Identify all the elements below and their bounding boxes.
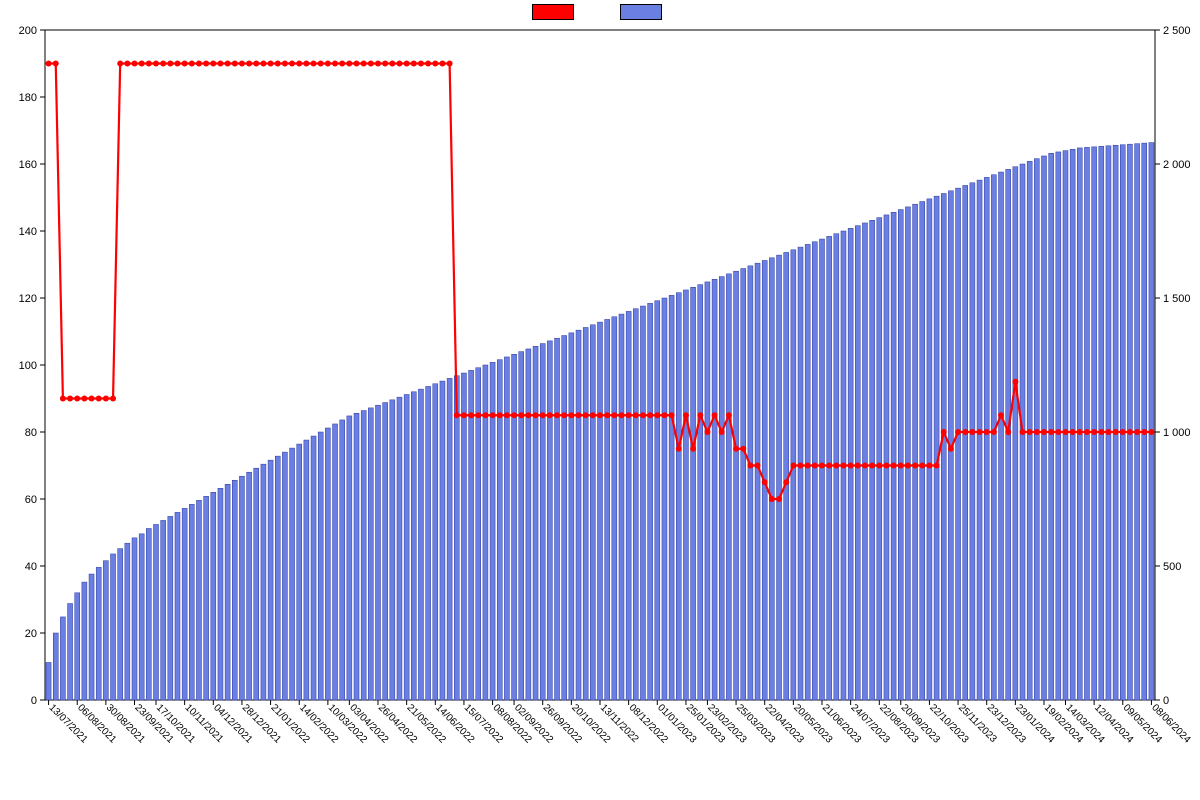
legend-item-bar (620, 4, 668, 20)
svg-text:2 000: 2 000 (1163, 159, 1191, 171)
svg-text:100: 100 (19, 360, 37, 372)
legend (0, 4, 1200, 20)
svg-text:500: 500 (1163, 561, 1181, 573)
svg-text:200: 200 (19, 25, 37, 37)
chart-container: 0 20 40 60 80 100 120 140 160 180 200 0 500 1 000 1 50… (0, 0, 1200, 800)
svg-text:60: 60 (25, 494, 37, 506)
svg-text:20: 20 (25, 628, 37, 640)
svg-text:2 500: 2 500 (1163, 25, 1191, 37)
svg-text:180: 180 (19, 92, 37, 104)
svg-text:80: 80 (25, 427, 37, 439)
svg-text:120: 120 (19, 293, 37, 305)
svg-text:40: 40 (25, 561, 37, 573)
legend-swatch-bar (620, 4, 662, 20)
svg-text:0: 0 (31, 695, 37, 707)
legend-swatch-line (532, 4, 574, 20)
svg-text:140: 140 (19, 226, 37, 238)
svg-text:1 500: 1 500 (1163, 293, 1191, 305)
svg-text:160: 160 (19, 159, 37, 171)
svg-text:0: 0 (1163, 695, 1169, 707)
chart-svg: 0 20 40 60 80 100 120 140 160 180 200 0 500 1 000 1 50… (0, 0, 1200, 800)
svg-text:1 000: 1 000 (1163, 427, 1191, 439)
legend-item-line (532, 4, 580, 20)
